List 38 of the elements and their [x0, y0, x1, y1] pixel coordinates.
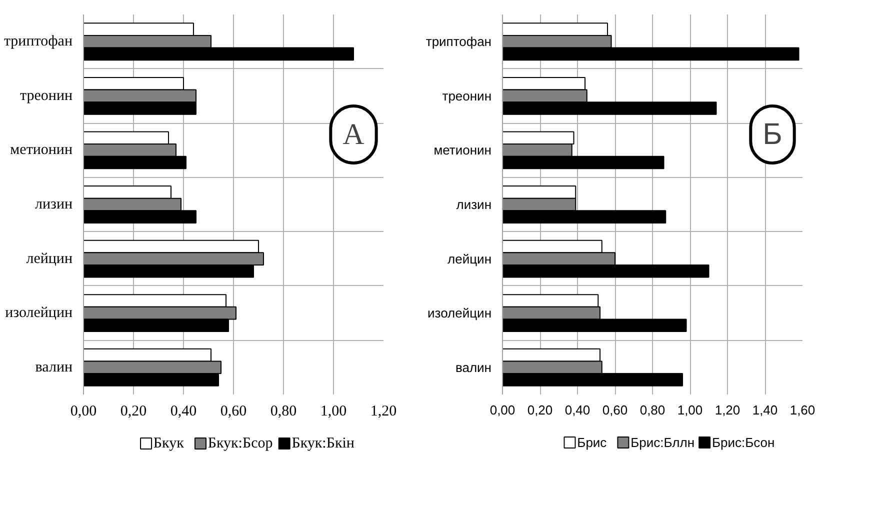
y-tick-label: треонин: [20, 88, 73, 104]
x-tick-label: 1,00: [320, 404, 347, 420]
x-tick-label: 1,20: [714, 402, 740, 418]
legend-label: Бкук:Бсор: [208, 436, 273, 452]
x-tick-label: 0,80: [270, 404, 297, 420]
x-tick-label: 1,60: [790, 402, 816, 418]
y-tick-label: валин: [35, 359, 73, 376]
legend-label: Бкук: [153, 436, 185, 452]
y-tick-label: лизин: [456, 197, 492, 212]
legend-label: Бкук:Бкін: [292, 436, 354, 452]
y-tick-label: лизин: [35, 196, 73, 212]
x-tick-label: 0,60: [602, 402, 628, 418]
x-tick-label: 0,20: [120, 404, 147, 420]
x-tick-label: 0,00: [70, 404, 97, 420]
legend-label: Брис:Бсон: [712, 435, 775, 450]
y-tick-label: лейцин: [448, 251, 492, 266]
y-tick-label: триптофан: [4, 34, 73, 50]
x-tick-label: 0,00: [490, 402, 516, 418]
y-tick-label: метионин: [10, 142, 73, 158]
annotation: А: [342, 118, 365, 151]
y-tick-label: метионин: [434, 142, 492, 158]
x-tick-label: 1,00: [677, 402, 703, 418]
y-tick-label: изолейцин: [428, 306, 492, 321]
x-tick-label: 0,40: [564, 402, 590, 418]
x-tick-label: 0,40: [170, 404, 197, 420]
y-tick-label: лейцин: [26, 250, 73, 267]
legend-label: Брис: [577, 435, 608, 450]
y-tick-label: валин: [455, 360, 492, 375]
y-tick-label: триптофан: [426, 34, 492, 50]
x-tick-label: 1,40: [752, 402, 778, 418]
legend-label: Брис:Бллн: [630, 435, 695, 450]
x-tick-label: 0,20: [527, 402, 553, 418]
x-tick-label: 0,60: [220, 404, 247, 420]
y-tick-label: треонин: [442, 88, 492, 104]
x-tick-label: 1,20: [370, 404, 397, 420]
x-tick-label: 0,80: [640, 402, 666, 418]
annotation: Б: [762, 118, 782, 151]
y-tick-label: изолейцин: [5, 305, 72, 322]
